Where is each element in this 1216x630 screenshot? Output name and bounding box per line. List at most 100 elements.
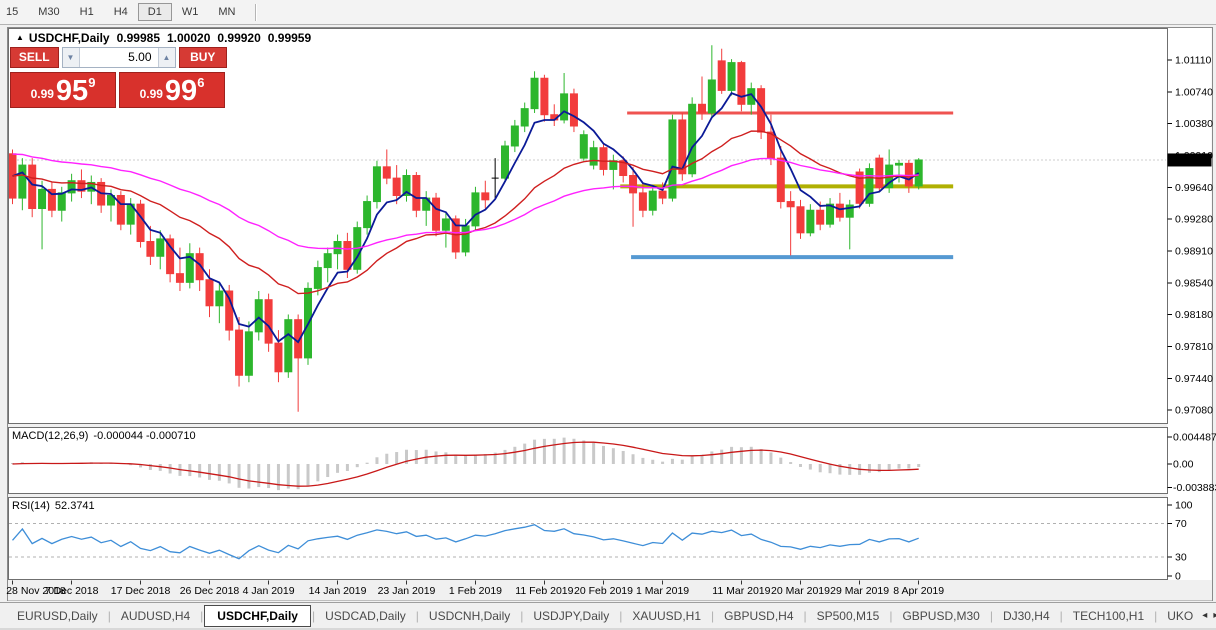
date-tick-label: 11 Mar 2019 (712, 585, 770, 597)
tab-xauusd-h1[interactable]: XAUUSD,H1 (632, 608, 702, 623)
tab-separator: | (107, 608, 111, 623)
tab-usdchf-daily[interactable]: USDCHF,Daily (204, 604, 311, 627)
tab-gbpusd-h4[interactable]: GBPUSD,H4 (724, 608, 794, 623)
tab-usdcad-daily[interactable]: USDCAD,Daily (325, 608, 406, 623)
date-tick-label: 1 Feb 2019 (449, 585, 502, 597)
macd-label: MACD(12,26,9) -0.000044 -0.000710 (12, 430, 196, 442)
tab-usdjpy-daily[interactable]: USDJPY,Daily (533, 608, 610, 623)
chart-title: ▲ USDCHF,Daily 0.99985 1.00020 0.99920 0.9995… (16, 31, 311, 45)
volume-input[interactable]: 5.00 (79, 48, 158, 67)
sell-button[interactable]: SELL (10, 47, 59, 68)
date-tick-label: 29 Mar 2019 (830, 585, 889, 597)
tab-separator: | (711, 608, 715, 623)
timeframe-h4[interactable]: H4 (113, 6, 128, 18)
rsi-value: 52.3741 (54, 500, 95, 512)
date-tick-label: 20 Feb 2019 (574, 585, 633, 597)
macd-tick-label: 0.004487 (1173, 432, 1216, 444)
toolbar-separator (255, 3, 257, 21)
rsi-name: RSI(14) (12, 500, 50, 512)
current-price-badge (1167, 153, 1212, 167)
price-tick-label: 0.97440 (1175, 373, 1213, 385)
sell-price-big: 95 (55, 75, 89, 108)
macd-name: MACD(12,26,9) (12, 430, 89, 442)
tab-separator: | (619, 608, 623, 623)
date-tick-label: 17 Dec 2018 (111, 585, 171, 597)
volume-stepper: ▼ 5.00 ▲ (61, 47, 176, 68)
sell-price-small: 0.99 (30, 87, 54, 101)
ma-line-45 (12, 153, 919, 250)
price-tick-label: 0.99640 (1175, 182, 1213, 194)
timeframe-15[interactable]: 15 (6, 6, 19, 18)
price-tick-label: 1.00740 (1175, 87, 1213, 99)
price-axis-bg (1167, 28, 1212, 580)
title-open-value: 0.99985 (116, 31, 160, 45)
date-tick-label: 26 Dec 2018 (180, 585, 240, 597)
buy-price-button[interactable]: 0.99 99 6 (119, 72, 225, 108)
current-price-value: 0.99959 (1171, 154, 1209, 166)
timeframe-mn[interactable]: MN (218, 6, 236, 18)
tab-sp500-m15[interactable]: SP500,M15 (816, 608, 880, 623)
buy-price-big: 99 (164, 75, 198, 108)
tab-dj30-h4[interactable]: DJ30,H4 (1002, 608, 1050, 623)
tab-usdcnh-daily[interactable]: USDCNH,Daily (428, 608, 511, 623)
buy-button[interactable]: BUY (178, 47, 227, 68)
tab-gbpusd-m30[interactable]: GBPUSD,M30 (902, 608, 980, 623)
tab-separator: | (311, 608, 316, 623)
trade-panel-price-row: 0.99 95 9 0.99 99 6 (10, 72, 227, 108)
tab-separator: | (803, 608, 807, 623)
macd-values: -0.000044 -0.000710 (93, 430, 196, 442)
tab-scroll-right-icon[interactable]: ▸ (1213, 610, 1216, 621)
date-tick-label: 28 Nov 2018 (6, 585, 66, 597)
rsi-label: RSI(14) 52.3741 (12, 500, 95, 512)
rsi-tick-label: 30 (1175, 552, 1187, 564)
status-strip (0, 628, 1216, 630)
date-tick-label: 23 Jan 2019 (378, 585, 436, 597)
date-tick-label: 1 Mar 2019 (636, 585, 689, 597)
rsi-pane (8, 497, 1168, 580)
timeframe-h1[interactable]: H1 (79, 6, 94, 18)
volume-decrease-button[interactable]: ▼ (62, 48, 80, 67)
sell-price-button[interactable]: 0.99 95 9 (10, 72, 116, 108)
timeframe-w1[interactable]: W1 (181, 6, 199, 18)
title-high-value: 1.00020 (167, 31, 211, 45)
macd-signal-line (12, 441, 919, 487)
tab-separator: | (1154, 608, 1158, 623)
tab-separator: | (520, 608, 524, 623)
macd-content (11, 437, 921, 491)
price-tick-label: 0.98910 (1175, 246, 1213, 258)
tab-tech100-h1[interactable]: TECH100,H1 (1072, 608, 1145, 623)
date-tick-label: 11 Feb 2019 (515, 585, 573, 597)
rsi-tick-label: 0 (1175, 571, 1181, 583)
volume-increase-button[interactable]: ▲ (157, 48, 175, 67)
price-tick-label: 0.98540 (1175, 278, 1213, 290)
date-tick-label: 8 Apr 2019 (893, 585, 944, 597)
price-tick-label: 0.97810 (1175, 341, 1213, 353)
buy-price-sup: 6 (197, 75, 205, 90)
sell-price-sup: 9 (88, 75, 96, 90)
date-tick-label: 14 Jan 2019 (309, 585, 367, 597)
tab-eurusd-daily[interactable]: EURUSD,Daily (17, 608, 98, 623)
date-tick-label: 4 Jan 2019 (243, 585, 295, 597)
timeframe-m30[interactable]: M30 (38, 6, 60, 18)
tab-uko[interactable]: UKO (1167, 608, 1194, 623)
price-tick-label: 0.98180 (1175, 309, 1213, 321)
timeframe-toolbar: 15 M30 H1 H4 D1 W1 MN (0, 0, 1216, 25)
tab-separator: | (200, 608, 204, 623)
rsi-content (9, 523, 1166, 560)
chart-symbol-label: USDCHF,Daily (28, 31, 110, 45)
rsi-tick-label: 70 (1175, 518, 1187, 530)
price-tick-label: 0.99280 (1175, 213, 1213, 225)
price-tick-label: 0.97080 (1175, 405, 1213, 417)
collapse-triangle-icon[interactable]: ▲ (16, 33, 24, 42)
buy-price-small: 0.99 (139, 87, 163, 101)
main-pane-content (9, 45, 1166, 412)
price-axis: 1.011101.007401.003801.000100.996400.992… (1167, 55, 1216, 583)
ma-line-21 (12, 130, 919, 295)
macd-tick-label: -0.003883 (1173, 482, 1216, 494)
date-tick-label: 20 Mar 2019 (771, 585, 830, 597)
timeframe-d1[interactable]: D1 (137, 3, 172, 21)
tab-scroll-left-icon[interactable]: ◂ (1202, 610, 1208, 621)
price-tick-label: 1.01110 (1175, 55, 1212, 67)
tab-audusd-h4[interactable]: AUDUSD,H4 (120, 608, 191, 623)
